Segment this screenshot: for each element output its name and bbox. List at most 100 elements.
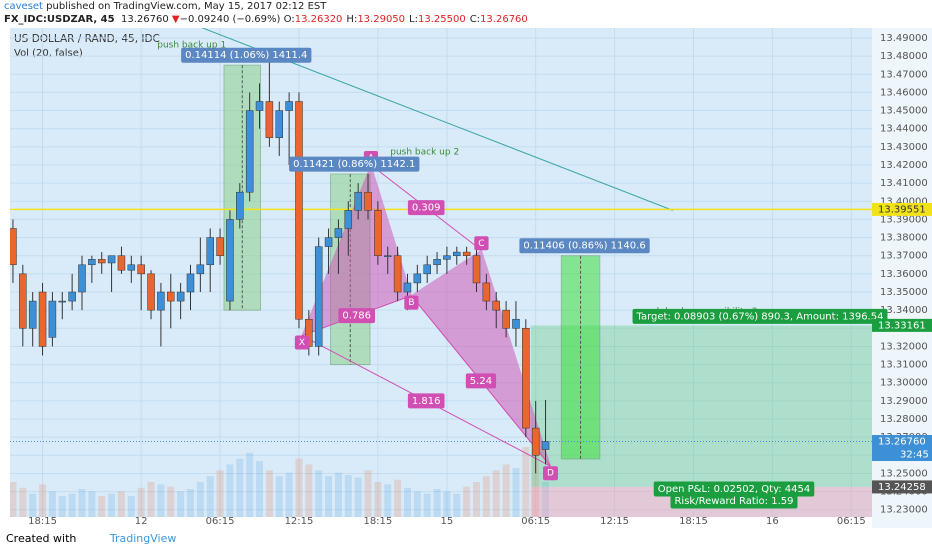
volume-bar — [512, 468, 520, 517]
volume-bar — [285, 472, 293, 517]
candle-body — [265, 101, 274, 139]
volume-bar — [463, 486, 471, 517]
volume-bar — [39, 484, 47, 517]
candle-body — [482, 282, 491, 302]
volume-bar — [226, 464, 234, 517]
volume-bar — [522, 447, 530, 517]
price-label: 13.24258 — [878, 482, 926, 493]
volume-bar — [542, 482, 550, 517]
candle-body — [354, 191, 362, 211]
label: 0.11406 (0.86%) 1140.6 — [523, 241, 645, 252]
volume-bar — [58, 496, 66, 517]
x-tick-label: 18:15 — [679, 516, 708, 527]
candle-body — [176, 291, 185, 302]
volume-bar — [443, 491, 451, 517]
candle-body — [28, 300, 37, 329]
candle-body — [403, 282, 412, 293]
x-tick-label: 12:15 — [285, 516, 314, 527]
y-tick-label: 13.49000 — [880, 33, 928, 44]
candle-body — [462, 251, 471, 256]
header: caveset published on TradingView.com, Ma… — [0, 0, 932, 28]
candle-body — [314, 246, 323, 347]
y-tick-label: 13.32000 — [880, 341, 928, 352]
volume-bar — [137, 487, 145, 517]
x-tick-label: 15 — [441, 516, 454, 527]
header-line: FX_IDC:USDZAR, 45 13.26760 ▼−0.09240 (−0… — [4, 13, 932, 26]
ohlc-value: 13.26320 — [294, 14, 343, 25]
label-bg — [404, 295, 419, 310]
y-tick-label: 13.28000 — [880, 414, 928, 425]
volume-bar — [374, 482, 382, 517]
ohlc-key: O: — [283, 14, 295, 25]
volume-bar — [68, 493, 76, 517]
label: D — [547, 469, 554, 479]
arrow: ▼ — [171, 14, 180, 25]
volume-bar — [48, 491, 56, 517]
volume-bar — [177, 491, 185, 517]
volume-bar — [482, 476, 490, 517]
y-tick-label: 13.25000 — [880, 468, 928, 479]
volume-bar — [206, 476, 214, 517]
countdown: 32:45 — [900, 450, 929, 461]
candle-body — [295, 101, 303, 320]
label-bg — [474, 236, 489, 251]
candle-body — [364, 191, 372, 211]
y-tick-label: 13.41000 — [880, 178, 928, 189]
candle-body — [97, 259, 106, 264]
x-tick-label: 18:15 — [363, 516, 392, 527]
author[interactable]: caveset — [4, 1, 43, 12]
candle-body — [531, 427, 540, 456]
candle-body — [453, 251, 461, 256]
volume-bar — [403, 487, 411, 517]
plot-bg — [10, 28, 872, 517]
volume-bar — [196, 482, 204, 517]
candle-body — [502, 309, 510, 329]
candle-body — [344, 210, 353, 229]
label: 5.24 — [470, 376, 492, 387]
header-line: caveset published on TradingView.com, Ma… — [4, 0, 932, 13]
y-tick-label: 13.30000 — [880, 378, 928, 389]
box-note: push back up 2 — [390, 148, 459, 158]
candle-body — [393, 255, 402, 293]
volume-bar — [78, 489, 86, 517]
volume-bar — [117, 491, 125, 517]
volume-bar — [88, 491, 96, 517]
candle-body — [117, 255, 126, 271]
volume-bar — [502, 464, 510, 517]
label-bg — [181, 47, 312, 63]
x-tick-label: 12 — [135, 516, 148, 527]
label: B — [408, 298, 414, 308]
x-tick-label: 06:15 — [521, 516, 550, 527]
volume-bar — [453, 493, 461, 517]
candle-body — [10, 228, 17, 266]
candle-body — [374, 210, 382, 256]
candle-body — [216, 237, 224, 256]
candle-body — [226, 219, 234, 302]
price-label-bg — [872, 435, 932, 449]
brand[interactable]: TradingView — [109, 532, 177, 545]
ohlc-value: 13.26760 — [480, 14, 528, 25]
volume-bar — [532, 452, 540, 517]
candle-body — [206, 237, 214, 266]
label-bg — [653, 481, 815, 497]
candle-body — [236, 191, 244, 220]
candle-body — [88, 259, 96, 266]
ohlc: O:13.26320 H:13.29050 L:13.25500 C:13.26760 — [284, 14, 532, 25]
ohlc-key: C: — [469, 14, 481, 25]
label-bg — [519, 238, 650, 254]
ohlc-value: 13.29050 — [357, 14, 406, 25]
y-tick-label: 13.44000 — [880, 124, 928, 135]
label-bg — [289, 156, 420, 172]
volume-bar — [295, 458, 303, 517]
volume-bar — [394, 479, 402, 517]
volume-bar — [29, 493, 37, 517]
candle-body — [334, 228, 343, 238]
volume-bar — [473, 482, 481, 517]
last: 13.26760 — [120, 14, 169, 25]
candle-body — [78, 264, 86, 293]
label: 1.816 — [412, 396, 441, 407]
symbol: FX_IDC:USDZAR, 45 — [4, 14, 115, 25]
volume-bar — [413, 491, 421, 517]
volume-bar — [216, 470, 224, 517]
